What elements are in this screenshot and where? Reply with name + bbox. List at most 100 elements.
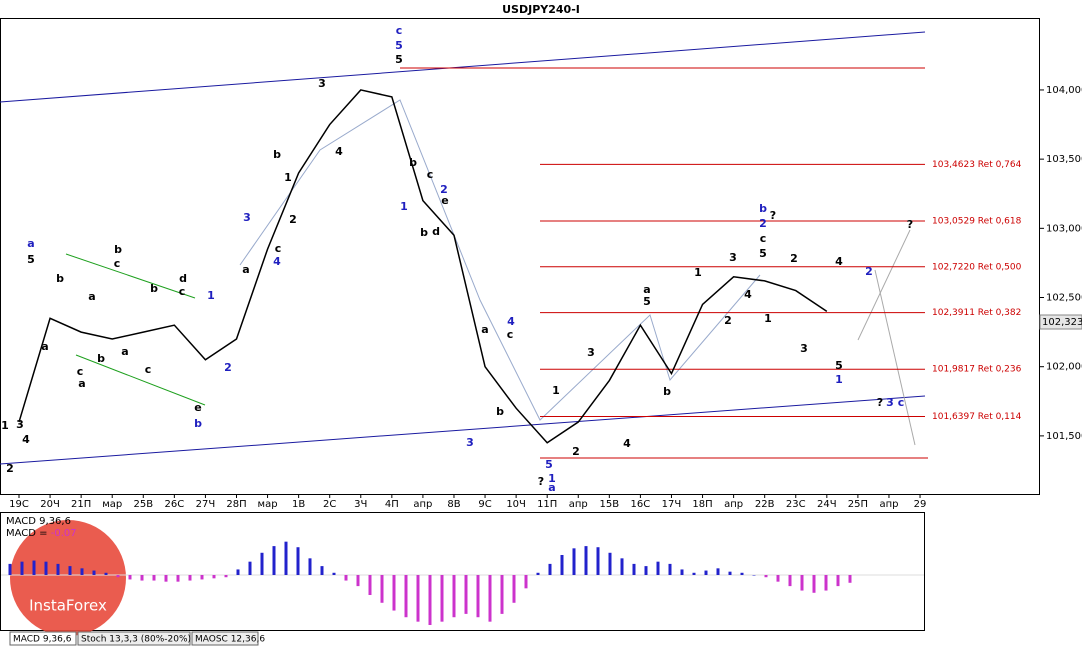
- x-tick-label: 4П: [385, 499, 399, 510]
- x-tick-label: 3Ч: [354, 499, 367, 510]
- wave-label: 2: [572, 445, 580, 458]
- macd-bar: [632, 563, 636, 575]
- x-tick-label: 22В: [755, 499, 775, 510]
- x-tick-label: 19С: [9, 499, 29, 510]
- wave-label: 1: [694, 266, 702, 279]
- x-tick-label: мар: [102, 499, 122, 510]
- macd-bar: [620, 558, 624, 575]
- macd-bar: [776, 575, 780, 582]
- x-tick-label: 1В: [292, 499, 305, 510]
- macd-bar: [20, 561, 24, 575]
- x-tick-label: 23С: [786, 499, 806, 510]
- wave-label: 5: [835, 359, 843, 372]
- macd-bar: [500, 575, 504, 614]
- indicator-value-number: -0.07: [51, 528, 77, 539]
- x-tick-label: апр: [879, 499, 898, 510]
- macd-bar: [392, 575, 396, 611]
- tab[interactable]: [9, 631, 77, 646]
- macd-bar: [728, 571, 732, 575]
- macd-bar: [464, 575, 468, 614]
- macd-bar: [368, 575, 372, 595]
- x-tick-label: 10Ч: [506, 499, 526, 510]
- wave-label: ?: [538, 475, 544, 488]
- wave-label: 1: [764, 312, 772, 325]
- wave-label: 3: [800, 342, 808, 355]
- y-tick-label: 102,500: [1046, 293, 1082, 304]
- wave-label: 3: [886, 396, 894, 409]
- tab[interactable]: [191, 631, 259, 646]
- fib-label: 103,4623 Ret 0,764: [932, 160, 1022, 170]
- wave-label: ?: [907, 218, 913, 231]
- wave-label: d: [179, 272, 187, 285]
- wave-label: 5: [545, 458, 553, 471]
- macd-bar: [536, 572, 540, 575]
- macd-bar: [164, 575, 168, 582]
- macd-bar: [836, 575, 840, 587]
- tab[interactable]: [77, 631, 191, 646]
- wave-label: 5: [395, 39, 403, 52]
- macd-bar: [548, 563, 552, 575]
- x-tick-label: 25П: [848, 499, 868, 510]
- wave-label: a: [41, 340, 48, 353]
- macd-bar: [476, 575, 480, 618]
- wave-label: b: [97, 352, 105, 365]
- wave-label: e: [441, 194, 448, 207]
- wave-label: c: [77, 365, 84, 378]
- wave-label: 1: [1, 419, 9, 432]
- wave-label: a: [548, 481, 555, 494]
- x-tick-label: 26С: [164, 499, 184, 510]
- macd-bar: [800, 575, 804, 591]
- x-tick-label: 11П: [537, 499, 557, 510]
- macd-bar: [512, 575, 516, 603]
- x-tick-label: мар: [258, 499, 278, 510]
- macd-bar: [80, 568, 84, 575]
- macd-bar: [260, 552, 264, 575]
- macd-bar: [332, 572, 336, 575]
- indicator-frame: [0, 512, 925, 631]
- y-tick-label: 103,500: [1046, 154, 1082, 165]
- x-tick-label: 24Ч: [817, 499, 837, 510]
- wave-label: 2: [224, 361, 232, 374]
- wave-label: 5: [643, 295, 651, 308]
- fib-label: 103,0529 Ret 0,618: [932, 217, 1022, 227]
- macd-bar: [740, 572, 744, 575]
- wave-label: a: [643, 283, 650, 296]
- tab-label: MAOSC 12,36,6: [195, 635, 265, 645]
- macd-bar: [176, 575, 180, 582]
- macd-bar: [200, 575, 204, 580]
- indicator-value: MACD = -0.07: [6, 528, 77, 539]
- x-tick-label: 17Ч: [662, 499, 682, 510]
- x-tick-label: 27Ч: [196, 499, 216, 510]
- watermark-text: InstaForex: [29, 597, 107, 615]
- wave-label: a: [27, 237, 34, 250]
- wave-label: 1: [284, 171, 292, 184]
- macd-bar: [404, 575, 408, 618]
- wave-label: b: [150, 282, 158, 295]
- wave-label: 1: [207, 289, 215, 302]
- wave-label: a: [481, 323, 488, 336]
- wave-label: 2: [790, 252, 798, 265]
- wave-label: b: [420, 226, 428, 239]
- wave-label: 2: [865, 265, 873, 278]
- wave-label: d: [432, 225, 440, 238]
- fib-label: 102,7220 Ret 0,500: [932, 262, 1022, 272]
- wave-label: c: [179, 285, 186, 298]
- wave-label: 5: [395, 53, 403, 66]
- macd-bar: [440, 575, 444, 622]
- macd-bar: [212, 575, 216, 579]
- wave-label: a: [121, 345, 128, 358]
- wave-label: 3: [16, 418, 24, 431]
- wave-label: 2: [6, 462, 14, 475]
- macd-bar: [44, 561, 48, 575]
- wave-label: 4: [22, 433, 30, 446]
- wave-label: ?: [877, 396, 883, 409]
- wave-label: 4: [507, 315, 515, 328]
- wave-label: b: [496, 405, 504, 418]
- macd-bar: [152, 575, 156, 581]
- macd-bar: [380, 575, 384, 603]
- macd-bar: [824, 575, 828, 591]
- wave-label: 4: [835, 255, 843, 268]
- macd-bar: [692, 572, 696, 575]
- macd-bar: [344, 575, 348, 581]
- macd-bar: [812, 575, 816, 593]
